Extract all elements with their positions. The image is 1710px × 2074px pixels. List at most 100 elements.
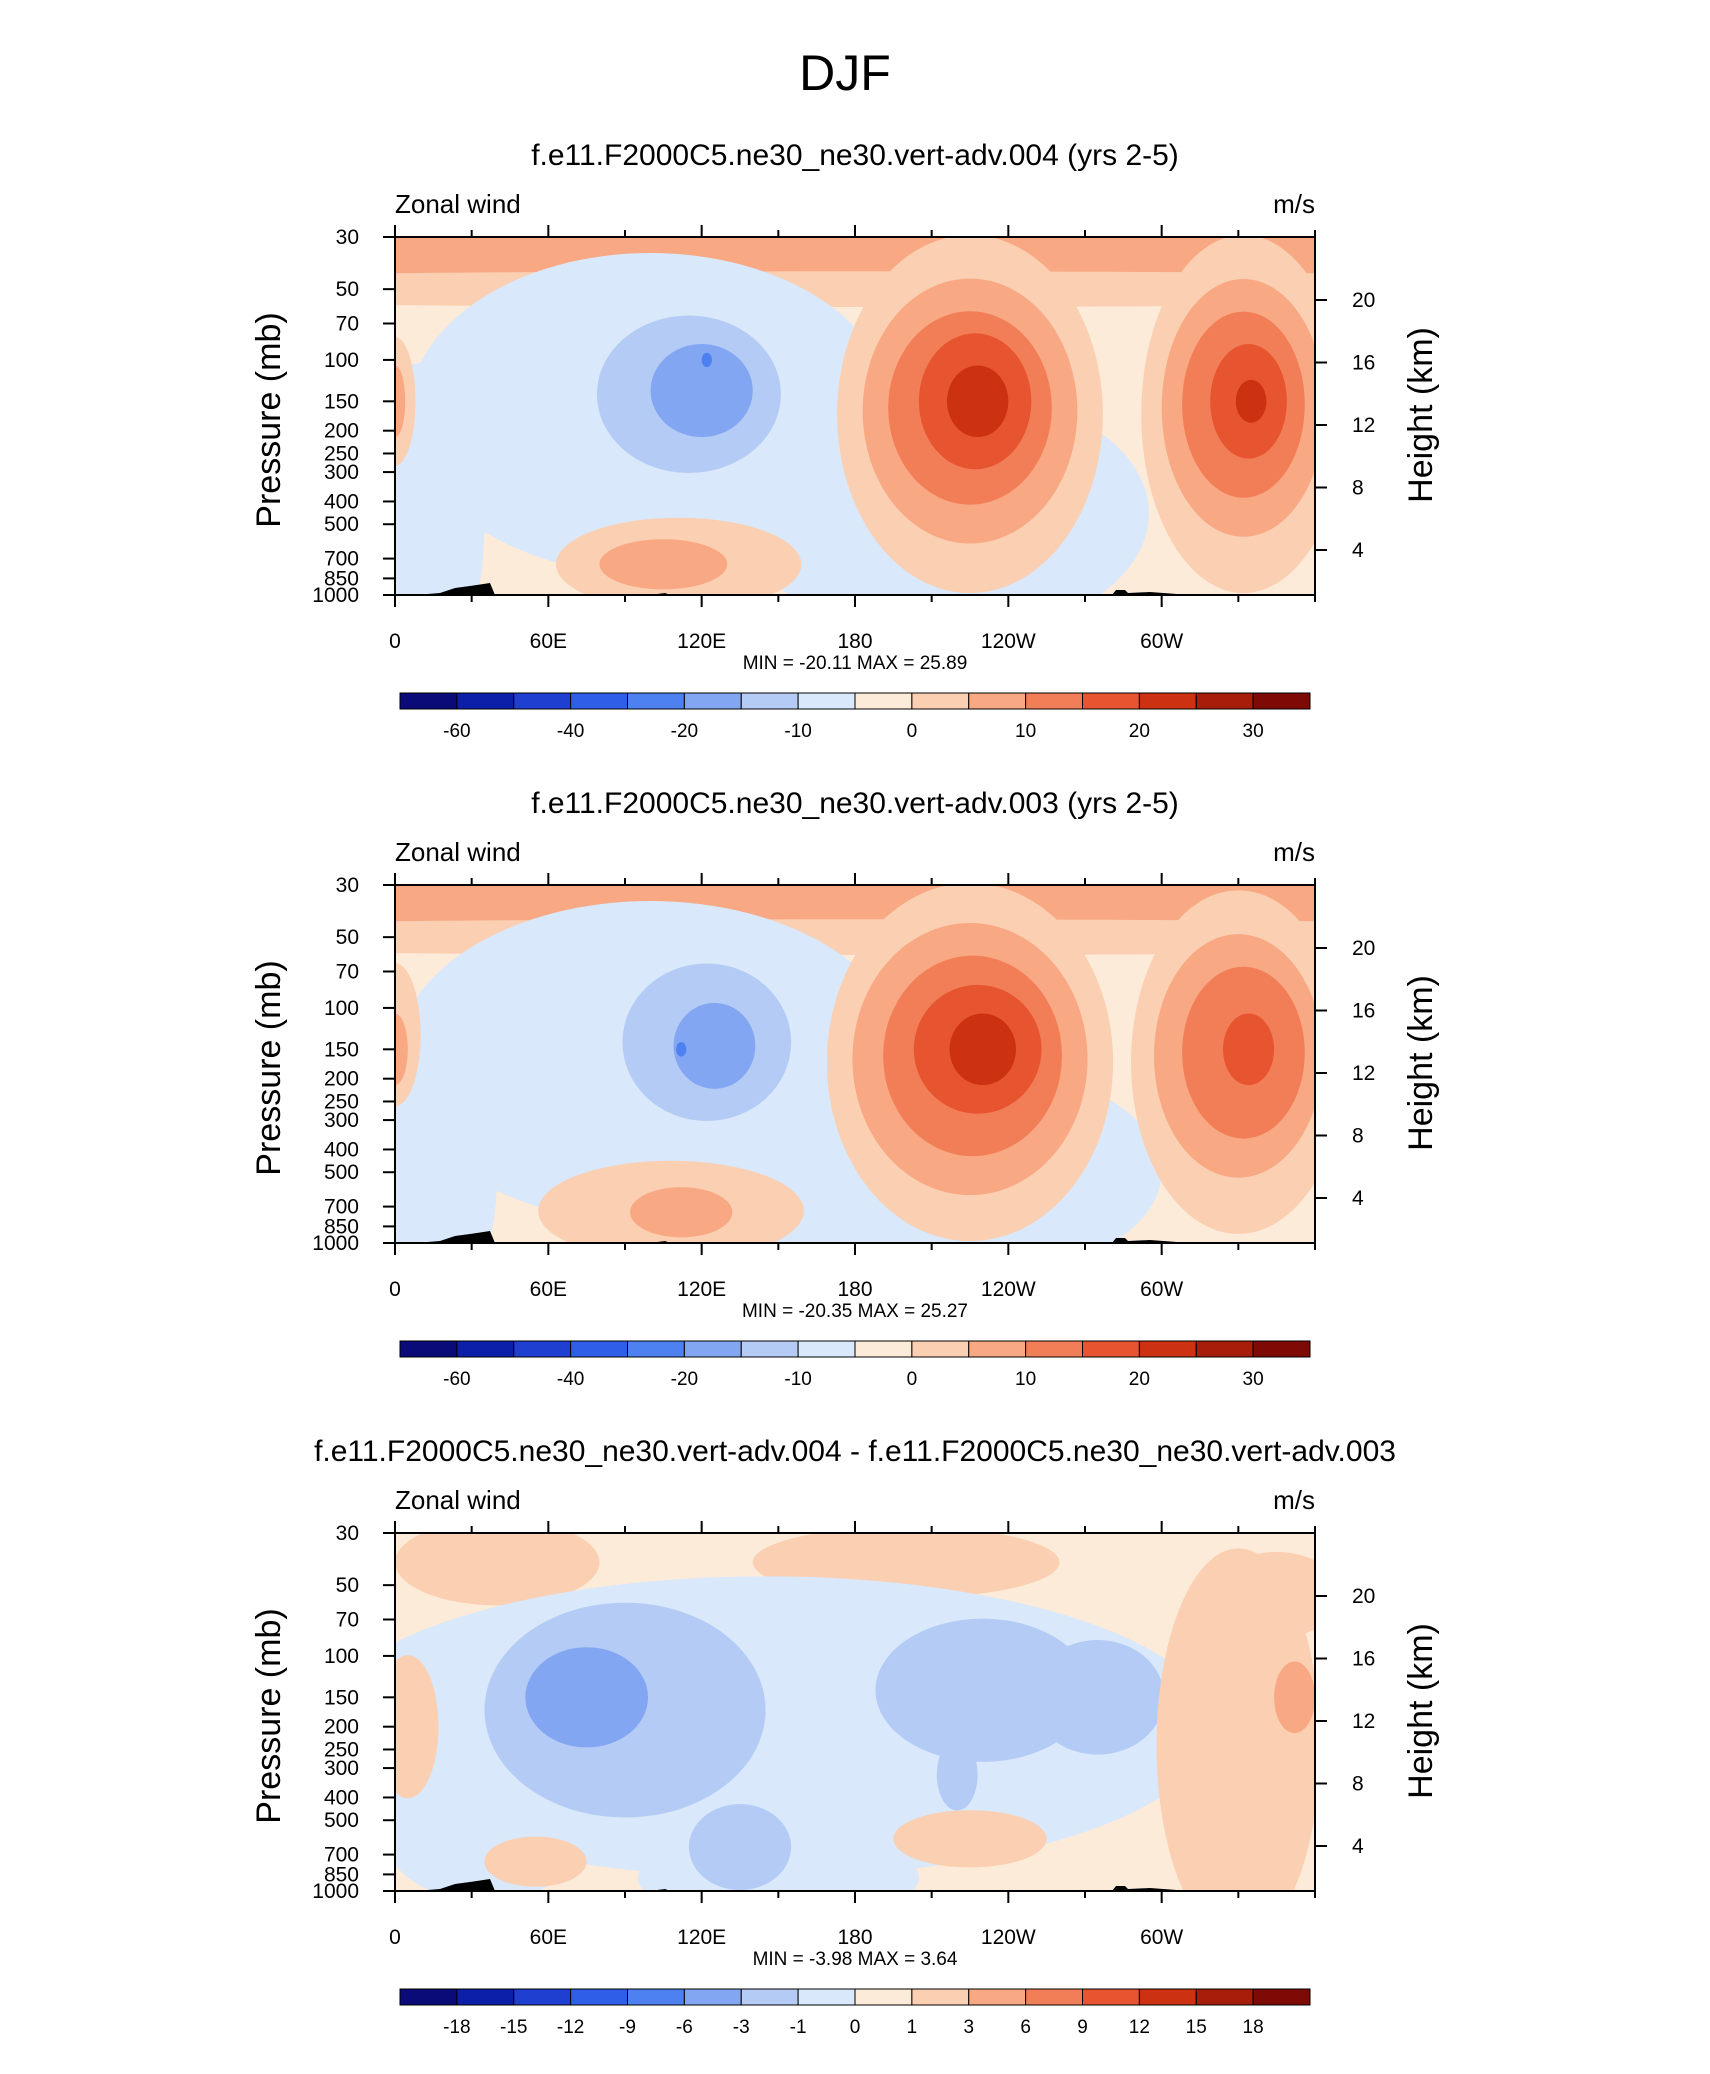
colorbar-box	[683, 1340, 742, 1358]
colorbar-box	[1195, 1988, 1254, 2006]
colorbar-box	[1082, 1340, 1140, 1358]
colorbar-box	[740, 692, 799, 710]
colorbar-label: 12	[1129, 2017, 1150, 2038]
colorbar-box	[627, 1988, 685, 2006]
colorbar-box	[797, 692, 856, 710]
y-tick-label: 30	[336, 874, 359, 897]
x-tick-label: 0	[389, 1926, 401, 1949]
y-tick-label: 70	[336, 961, 359, 984]
contour-region	[676, 1042, 687, 1057]
contour-region	[395, 1013, 408, 1086]
colorbar-box	[570, 692, 628, 710]
colorbar-box	[1082, 1988, 1140, 2006]
contour-region	[1156, 1548, 1315, 1891]
colorbar-box	[854, 692, 913, 710]
colorbar-box	[1138, 1988, 1197, 2006]
colorbar-label: -10	[784, 721, 811, 742]
y-tick-label: 200	[324, 1716, 359, 1739]
x-tick-label: 120E	[677, 1926, 726, 1949]
colorbar-box	[911, 1988, 970, 2006]
y-tick-label: 30	[336, 226, 359, 249]
colorbar-label: 18	[1243, 2017, 1264, 2038]
x-tick-label: 120E	[677, 1278, 726, 1301]
y-tick-label: 70	[336, 313, 359, 336]
y-tick-label: 700	[324, 1196, 359, 1219]
contour-region	[599, 539, 728, 590]
contour-region	[484, 1836, 587, 1887]
y-tick-label: 200	[324, 1068, 359, 1091]
colorbar-box	[683, 1988, 742, 2006]
contour-region	[395, 919, 1315, 956]
colorbar-label: -40	[557, 1369, 584, 1390]
contour-region	[875, 1618, 1091, 1762]
colorbar-label: 10	[1015, 721, 1036, 742]
y2-tick-label: 20	[1352, 289, 1375, 312]
contour-region	[947, 365, 1009, 438]
contour-field	[395, 237, 1315, 595]
contour-region	[395, 1011, 498, 1243]
topography	[415, 1879, 1190, 1891]
y2-tick-label: 8	[1352, 477, 1364, 500]
topography	[415, 583, 1190, 595]
colorbar-box	[399, 1340, 458, 1358]
units-label: m/s	[1273, 1485, 1315, 1515]
colorbar-label: -18	[443, 2017, 470, 2038]
y-tick-label: 400	[324, 1138, 359, 1161]
colorbar-label: -60	[443, 721, 470, 742]
chart-panel: f.e11.F2000C5.ne30_ne30.vert-adv.003 (yr…	[250, 787, 1440, 1390]
colorbar-box	[513, 1988, 572, 2006]
chart-panel: f.e11.F2000C5.ne30_ne30.vert-adv.004 (yr…	[250, 139, 1440, 742]
contour-region	[893, 1810, 1047, 1868]
y-tick-label: 500	[324, 513, 359, 536]
y-tick-label: 150	[324, 1686, 359, 1709]
colorbar-label: 30	[1243, 721, 1264, 742]
y-tick-label: 250	[324, 1090, 359, 1113]
colorbar-box	[456, 1988, 515, 2006]
contour-region	[395, 1533, 600, 1606]
y2-axis-label: Height (km)	[1402, 1623, 1440, 1799]
y-tick-label: 200	[324, 420, 359, 443]
x-tick-label: 120E	[677, 630, 726, 653]
colorbar-box	[968, 1988, 1027, 2006]
y-tick-label: 300	[324, 461, 359, 484]
colorbar-label: -12	[557, 2017, 584, 2038]
y2-tick-label: 16	[1352, 1648, 1375, 1671]
y2-tick-label: 12	[1352, 1062, 1375, 1085]
panels: f.e11.F2000C5.ne30_ne30.vert-adv.004 (yr…	[250, 139, 1440, 2038]
colorbar-label: -40	[557, 721, 584, 742]
colorbar-label: -60	[443, 1369, 470, 1390]
y2-tick-label: 8	[1352, 1125, 1364, 1148]
colorbar-box	[1195, 692, 1254, 710]
y-tick-label: 700	[324, 548, 359, 571]
y-axis-label: Pressure (mb)	[250, 312, 288, 527]
contour-field	[395, 885, 1315, 1243]
contour-region	[525, 1647, 649, 1748]
colorbar-box	[854, 1988, 913, 2006]
colorbar-box	[570, 1340, 628, 1358]
y2-axis-label: Height (km)	[1402, 327, 1440, 503]
colorbar-box	[1138, 1340, 1197, 1358]
y-tick-label: 70	[336, 1609, 359, 1632]
contour-region	[688, 1804, 792, 1890]
y2-tick-label: 4	[1352, 539, 1364, 562]
colorbar-label: -6	[676, 2017, 693, 2038]
colorbar-box	[399, 1988, 458, 2006]
y-tick-label: 50	[336, 926, 359, 949]
colorbar-box	[911, 692, 970, 710]
colorbar-label: 0	[907, 1369, 918, 1390]
colorbar-box	[1025, 692, 1083, 710]
x-tick-label: 180	[837, 1278, 872, 1301]
colorbar-box	[456, 1340, 515, 1358]
x-tick-label: 60W	[1140, 630, 1183, 653]
colorbar-label: 1	[907, 2017, 918, 2038]
y-tick-label: 300	[324, 1109, 359, 1132]
colorbar-label: 30	[1243, 1369, 1264, 1390]
colorbar-label: -15	[500, 2017, 527, 2038]
y2-tick-label: 4	[1352, 1835, 1364, 1858]
colorbar-box	[399, 692, 458, 710]
colorbar-box	[1252, 1340, 1311, 1358]
colorbar-label: 20	[1129, 721, 1150, 742]
panel-title: f.e11.F2000C5.ne30_ne30.vert-adv.004 - f…	[314, 1435, 1396, 1468]
colorbar-box	[1025, 1988, 1083, 2006]
